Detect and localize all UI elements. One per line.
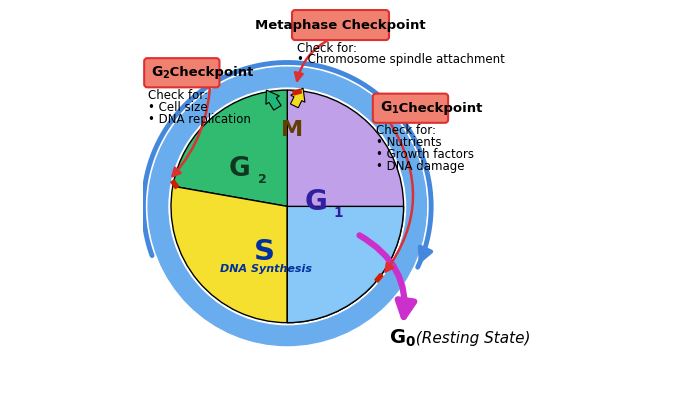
Bar — [171, 180, 178, 189]
FancyArrow shape — [266, 90, 281, 110]
Text: Check for:: Check for: — [297, 42, 357, 55]
Circle shape — [148, 67, 426, 345]
Text: $\mathbf{G}$: $\mathbf{G}$ — [304, 189, 327, 216]
FancyBboxPatch shape — [292, 10, 389, 40]
Text: • Growth factors: • Growth factors — [376, 148, 474, 161]
FancyBboxPatch shape — [144, 58, 219, 87]
FancyArrow shape — [291, 88, 305, 108]
Text: $\mathbf{M}$: $\mathbf{M}$ — [280, 119, 302, 139]
Text: • Chromosome spindle attachment: • Chromosome spindle attachment — [297, 54, 505, 66]
Text: (Resting State): (Resting State) — [406, 331, 530, 346]
Text: • Nutrients: • Nutrients — [376, 136, 441, 149]
Text: $\mathbf{S}$: $\mathbf{S}$ — [253, 238, 274, 266]
Text: Metaphase Checkpoint: Metaphase Checkpoint — [255, 19, 426, 31]
Text: Checkpoint: Checkpoint — [394, 102, 482, 115]
Text: Check for:: Check for: — [376, 124, 436, 137]
Text: $\mathbf{G_1}$: $\mathbf{G_1}$ — [380, 100, 400, 116]
Text: $\mathbf{G_2}$: $\mathbf{G_2}$ — [151, 65, 171, 81]
Text: DNA Synthesis: DNA Synthesis — [219, 264, 312, 274]
Text: $\mathbf{G_0}$: $\mathbf{G_0}$ — [389, 328, 415, 349]
Wedge shape — [173, 90, 287, 206]
Wedge shape — [287, 206, 404, 323]
Wedge shape — [171, 186, 287, 323]
Circle shape — [169, 88, 406, 325]
Text: • DNA replication: • DNA replication — [148, 113, 251, 125]
Text: Checkpoint: Checkpoint — [165, 66, 253, 79]
Text: $\mathbf{_2}$: $\mathbf{_2}$ — [257, 168, 266, 186]
Bar — [293, 89, 302, 95]
Text: $\mathbf{G}$: $\mathbf{G}$ — [228, 156, 250, 182]
Wedge shape — [287, 90, 404, 323]
Text: Check for:: Check for: — [148, 89, 208, 102]
Text: • DNA damage: • DNA damage — [376, 160, 464, 173]
FancyBboxPatch shape — [373, 94, 448, 123]
Text: • Cell size: • Cell size — [148, 101, 208, 114]
Bar — [375, 274, 383, 282]
Text: $\mathbf{_1}$: $\mathbf{_1}$ — [332, 201, 343, 220]
